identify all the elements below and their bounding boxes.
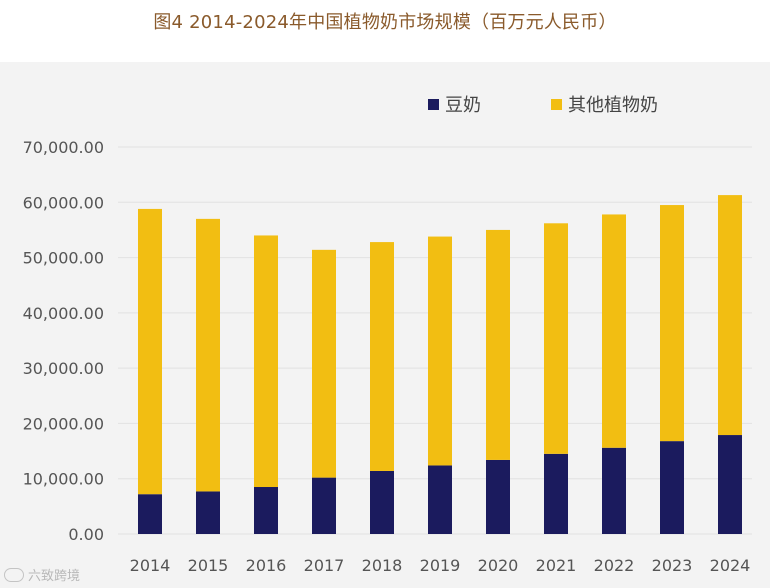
x-tick-label: 2014	[130, 556, 171, 575]
bar-soy-milk-2023	[660, 441, 684, 534]
bars	[138, 195, 742, 534]
bar-soy-milk-2021	[544, 453, 568, 534]
bar-soy-milk-2024	[718, 435, 742, 534]
bar-other-plant-milk-2023	[660, 205, 684, 442]
x-tick-label: 2017	[304, 556, 345, 575]
x-tick-label: 2020	[478, 556, 519, 575]
y-axis-ticks: 0.00 10,000.00 20,000.00 30,000.00 40,000.00…	[23, 138, 104, 544]
bar-other-plant-milk-2022	[602, 214, 626, 448]
x-tick-label: 2023	[652, 556, 693, 575]
bar-other-plant-milk-2014	[138, 208, 162, 495]
x-tick-label: 2018	[362, 556, 403, 575]
watermark-text: 六致跨境	[28, 569, 81, 584]
chart-title: 图4 2014-2024年中国植物奶市场规模（百万元人民币）	[153, 12, 617, 33]
chart-svg: 0.00 10,000.00 20,000.00 30,000.00 40,000.00…	[23, 95, 752, 575]
x-tick-label: 2024	[710, 556, 751, 575]
y-tick-label: 70,000.00	[23, 138, 104, 157]
legend-soy-milk-swatch	[428, 99, 439, 110]
bar-other-plant-milk-2020	[486, 229, 510, 460]
bar-soy-milk-2020	[486, 459, 510, 534]
x-tick-label: 2022	[594, 556, 635, 575]
watermark: 六致跨境	[4, 565, 80, 584]
x-axis-ticks: 2014 2015 2016 2017 2018 2019 2020 2021 2022 2023…	[130, 556, 751, 575]
y-tick-label: 60,000.00	[23, 193, 104, 212]
y-tick-label: 20,000.00	[23, 414, 104, 433]
bar-soy-milk-2019	[428, 465, 452, 534]
bar-other-plant-milk-2017	[312, 249, 336, 478]
y-tick-label: 0.00	[68, 525, 104, 544]
x-tick-label: 2016	[246, 556, 287, 575]
y-tick-label: 10,000.00	[23, 470, 104, 489]
bar-other-plant-milk-2018	[370, 242, 394, 471]
bar-soy-milk-2016	[254, 487, 278, 534]
x-tick-label: 2015	[188, 556, 229, 575]
bar-soy-milk-2017	[312, 477, 336, 534]
bar-soy-milk-2022	[602, 447, 626, 534]
x-tick-label: 2021	[536, 556, 577, 575]
chart-panel: 0.00 10,000.00 20,000.00 30,000.00 40,000.00…	[0, 62, 770, 588]
y-tick-label: 30,000.00	[23, 359, 104, 378]
bar-other-plant-milk-2021	[544, 223, 568, 454]
bar-soy-milk-2018	[370, 470, 394, 534]
bar-other-plant-milk-2016	[254, 235, 278, 488]
y-tick-label: 50,000.00	[23, 249, 104, 268]
y-tick-label: 40,000.00	[23, 304, 104, 323]
brand-logo-icon	[4, 567, 24, 582]
bar-soy-milk-2015	[196, 491, 220, 534]
bar-other-plant-milk-2015	[196, 218, 220, 492]
legend-other-plant-milk-swatch	[551, 99, 562, 110]
legend: 豆奶 其他植物奶	[428, 95, 658, 116]
bar-soy-milk-2014	[138, 494, 162, 534]
bar-other-plant-milk-2024	[718, 195, 742, 436]
legend-other-plant-milk-label: 其他植物奶	[568, 95, 658, 116]
x-tick-label: 2019	[420, 556, 461, 575]
legend-soy-milk-label: 豆奶	[445, 95, 481, 116]
bar-other-plant-milk-2019	[428, 236, 452, 466]
